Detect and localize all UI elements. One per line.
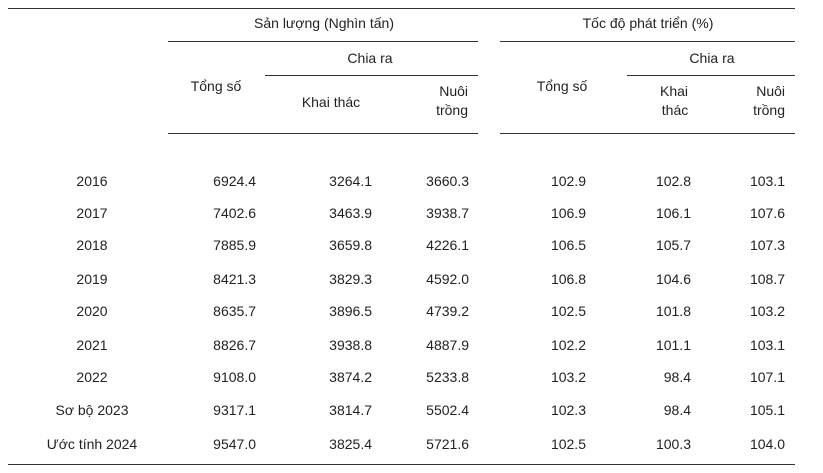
cell-growth-nuoi-trong: 108.7: [749, 271, 785, 287]
nuoi-trong2-header-line1: Nuôi: [756, 83, 785, 99]
cell-growth-nuoi-trong: 103.1: [749, 337, 785, 353]
row-year: 2022: [76, 369, 108, 385]
cell-nuoi-trong: 3938.7: [426, 205, 469, 221]
cell-growth-khai-thac: 98.4: [663, 369, 691, 385]
cell-growth-khai-thac: 98.4: [663, 402, 691, 418]
cell-growth-nuoi-trong: 107.3: [749, 237, 785, 253]
row-year: 2018: [76, 237, 108, 253]
cell-growth-total: 102.5: [550, 436, 586, 452]
total2-header: Tổng số: [536, 78, 588, 94]
cell-growth-nuoi-trong: 107.6: [749, 205, 785, 221]
row-year: 2016: [76, 173, 108, 189]
cell-growth-khai-thac: 101.1: [655, 337, 691, 353]
cell-nuoi-trong: 5502.4: [426, 402, 469, 418]
cell-khai-thac: 3825.4: [329, 436, 372, 452]
row-year: Ước tính 2024: [46, 436, 138, 452]
group2-header: Tốc độ phát triển (%): [582, 15, 714, 31]
cell-khai-thac: 3874.2: [329, 369, 372, 385]
khai-thac2-header-line2: thác: [661, 102, 689, 118]
khai-thac1-header: Khai thác: [301, 94, 361, 110]
row-year: Sơ bộ 2023: [55, 402, 129, 418]
nuoi-trong1-header-line2: trồng: [436, 102, 468, 118]
cell-total: 9317.1: [213, 402, 256, 418]
cell-nuoi-trong: 4592.0: [426, 271, 469, 287]
header-bottom-rule-1: [168, 133, 478, 134]
cell-total: 9547.0: [213, 436, 256, 452]
cell-khai-thac: 3264.1: [329, 173, 372, 189]
cell-khai-thac: 3659.8: [329, 237, 372, 253]
bottom-rule: [8, 464, 795, 465]
cell-total: 8826.7: [213, 337, 256, 353]
cell-khai-thac: 3896.5: [329, 303, 372, 319]
cell-total: 9108.0: [213, 369, 256, 385]
cell-growth-nuoi-trong: 105.1: [749, 402, 785, 418]
cell-nuoi-trong: 3660.3: [426, 173, 469, 189]
cell-growth-khai-thac: 101.8: [655, 303, 691, 319]
cell-khai-thac: 3938.8: [329, 337, 372, 353]
group1-header: Sản lượng (Nghìn tấn): [254, 15, 394, 31]
sub1-header: Chia ra: [347, 50, 393, 66]
cell-growth-total: 102.9: [550, 173, 586, 189]
group1-rule: [168, 41, 478, 42]
group2-rule: [500, 41, 795, 42]
top-rule: [8, 8, 795, 9]
cell-nuoi-trong: 4739.2: [426, 303, 469, 319]
cell-khai-thac: 3829.3: [329, 271, 372, 287]
row-year: 2019: [76, 271, 108, 287]
cell-growth-khai-thac: 106.1: [655, 205, 691, 221]
row-year: 2021: [76, 337, 108, 353]
total1-header: Tổng số: [190, 78, 242, 94]
cell-total: 6924.4: [213, 173, 256, 189]
sub2-header: Chia ra: [689, 50, 735, 66]
cell-growth-nuoi-trong: 104.0: [749, 436, 785, 452]
cell-growth-total: 102.5: [550, 303, 586, 319]
nuoi-trong2-header-line2: trồng: [753, 102, 785, 118]
cell-growth-khai-thac: 100.3: [655, 436, 691, 452]
cell-growth-nuoi-trong: 103.1: [749, 173, 785, 189]
cell-growth-khai-thac: 102.8: [655, 173, 691, 189]
row-year: 2017: [76, 205, 108, 221]
cell-total: 7885.9: [213, 237, 256, 253]
row-year: 2020: [76, 303, 108, 319]
cell-nuoi-trong: 5721.6: [426, 436, 469, 452]
cell-growth-nuoi-trong: 103.2: [749, 303, 785, 319]
cell-nuoi-trong: 4887.9: [426, 337, 469, 353]
cell-growth-khai-thac: 104.6: [655, 271, 691, 287]
cell-growth-total: 106.9: [550, 205, 586, 221]
cell-khai-thac: 3463.9: [329, 205, 372, 221]
sub1-rule: [265, 75, 478, 76]
cell-growth-total: 103.2: [550, 369, 586, 385]
cell-total: 7402.6: [213, 205, 256, 221]
cell-growth-total: 102.3: [550, 402, 586, 418]
cell-nuoi-trong: 4226.1: [426, 237, 469, 253]
header-bottom-rule-2: [500, 133, 795, 134]
cell-total: 8635.7: [213, 303, 256, 319]
cell-growth-nuoi-trong: 107.1: [749, 369, 785, 385]
cell-growth-total: 106.5: [550, 237, 586, 253]
khai-thac2-header-line1: Khai: [659, 83, 689, 99]
cell-total: 8421.3: [213, 271, 256, 287]
cell-nuoi-trong: 5233.8: [426, 369, 469, 385]
cell-growth-khai-thac: 105.7: [655, 237, 691, 253]
sub2-rule: [627, 75, 795, 76]
cell-khai-thac: 3814.7: [329, 402, 372, 418]
nuoi-trong1-header-line1: Nuôi: [439, 83, 468, 99]
cell-growth-total: 102.2: [550, 337, 586, 353]
cell-growth-total: 106.8: [550, 271, 586, 287]
